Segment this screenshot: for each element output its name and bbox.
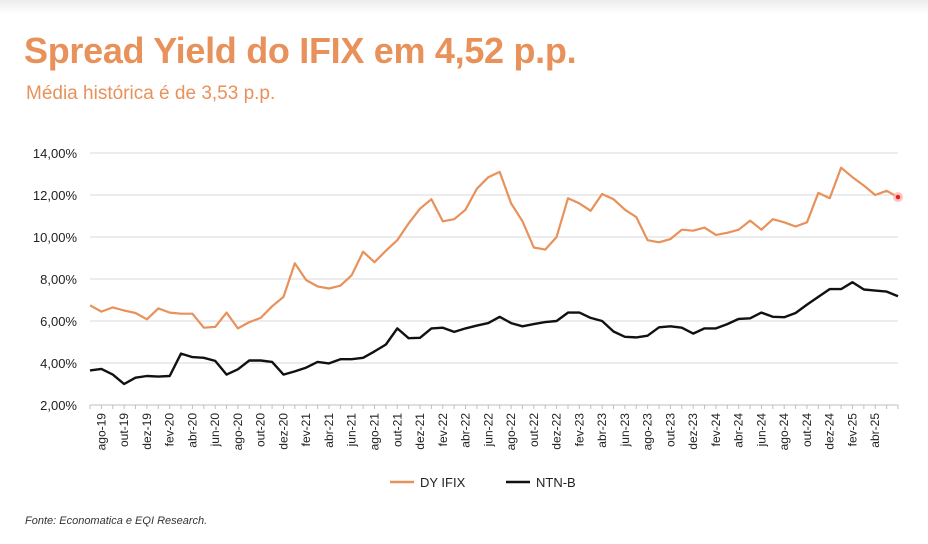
marker-dot — [895, 194, 901, 200]
series-line-dy-ifix — [89, 166, 899, 330]
y-tick-label: 10,00% — [33, 230, 78, 245]
x-tick-label: abr-20 — [185, 413, 199, 448]
x-tick-label: out-19 — [117, 413, 131, 447]
x-tick-label: ago-24 — [777, 413, 791, 451]
x-tick-label: dez-23 — [686, 413, 700, 450]
source-note: Fonte: Economatica e EQI Research. — [25, 515, 208, 527]
x-tick-label: fev-21 — [299, 413, 313, 447]
x-tick-label: ago-20 — [231, 413, 245, 451]
legend-label: DY IFIX — [420, 475, 466, 490]
x-tick-label: jun-23 — [618, 413, 632, 448]
gridlines — [90, 152, 898, 364]
top-band — [0, 0, 928, 14]
x-tick-label: fev-25 — [845, 413, 859, 447]
x-tick-label: out-23 — [663, 413, 677, 447]
x-tick-label: out-21 — [390, 413, 404, 447]
x-tick-label: fev-23 — [572, 413, 586, 447]
x-tick-label: jun-24 — [754, 413, 768, 448]
x-tick-label: out-24 — [800, 413, 814, 447]
y-tick-label: 2,00% — [40, 398, 77, 413]
x-tick-label: abr-22 — [459, 413, 473, 448]
x-tick-label: abr-23 — [595, 413, 609, 448]
x-tick-label: dez-22 — [550, 413, 564, 450]
series-line-ntn-b — [89, 281, 899, 386]
chart-subtitle: Média histórica é de 3,53 p.p. — [26, 83, 276, 104]
x-tick-label: jun-20 — [208, 413, 222, 448]
x-tick-label: out-20 — [254, 413, 268, 447]
x-tick-label: dez-20 — [276, 413, 290, 450]
x-tick-label: ago-21 — [368, 413, 382, 451]
x-tick-label: abr-21 — [322, 413, 336, 448]
x-tick-label: fev-20 — [163, 413, 177, 447]
y-tick-label: 14,00% — [33, 146, 78, 161]
legend-label: NTN-B — [536, 475, 576, 490]
x-tick-label: dez-24 — [823, 413, 837, 450]
x-tick-label: out-22 — [527, 413, 541, 447]
legend: DY IFIX NTN-B — [390, 475, 576, 490]
x-tick-label: ago-22 — [504, 413, 518, 451]
x-tick-label: abr-25 — [868, 413, 882, 448]
x-tick-label: ago-23 — [641, 413, 655, 451]
current-point-marker — [893, 192, 903, 203]
x-axis: ago-19 out-19 dez-19 fev-20 abr-20 jun-20 ago-… — [89, 404, 899, 451]
x-tick-label: abr-24 — [732, 413, 746, 448]
series-lines — [89, 166, 899, 386]
y-tick-label: 4,00% — [40, 356, 77, 371]
x-tick-label: fev-24 — [709, 413, 723, 447]
y-tick-label: 6,00% — [40, 314, 77, 329]
x-tick-label: dez-19 — [140, 413, 154, 450]
y-tick-label: 8,00% — [40, 272, 77, 287]
x-tick-label: jun-22 — [481, 413, 495, 448]
y-axis-ticks: 2,00% 4,00% 6,00% 8,00% 10,00% 12,00% 14,00% — [33, 146, 78, 413]
x-tick-label: jun-21 — [345, 413, 359, 448]
x-tick-label: ago-19 — [94, 413, 108, 451]
y-tick-label: 12,00% — [33, 188, 78, 203]
x-tick-label: fev-22 — [436, 413, 450, 447]
x-tick-label: dez-21 — [413, 413, 427, 450]
chart-title: Spread Yield do IFIX em 4,52 p.p. — [24, 30, 577, 71]
